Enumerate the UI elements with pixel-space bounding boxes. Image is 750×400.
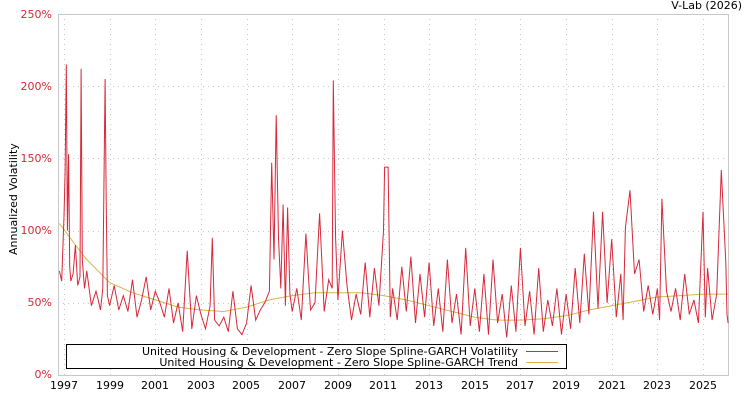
x-tick-label: 1999 <box>96 379 124 392</box>
legend-swatch-volatility <box>526 351 558 352</box>
volatility-line <box>58 64 729 338</box>
legend-label: United Housing & Development - Zero Slop… <box>159 356 518 369</box>
x-tick-label: 2019 <box>552 379 580 392</box>
trend-line <box>58 223 729 321</box>
legend-item-trend: United Housing & Development - Zero Slop… <box>159 357 558 368</box>
x-tick-label: 2023 <box>643 379 671 392</box>
x-tick-label: 2011 <box>369 379 397 392</box>
x-tick-label: 2005 <box>232 379 260 392</box>
y-tick-label: 50% <box>27 296 52 309</box>
x-tick-label: 2025 <box>689 379 717 392</box>
x-tick-label: 2001 <box>141 379 169 392</box>
x-tick-label: 2009 <box>324 379 352 392</box>
y-tick-label: 200% <box>20 80 52 93</box>
x-tick-label: 2017 <box>506 379 534 392</box>
y-tick-label: 150% <box>20 152 52 165</box>
chart-legend: United Housing & Development - Zero Slop… <box>66 344 567 369</box>
grid-lines <box>58 14 728 375</box>
plot-frame <box>58 14 729 376</box>
x-tick-label: 1997 <box>50 379 78 392</box>
y-tick-label: 100% <box>20 224 52 237</box>
legend-item-volatility: United Housing & Development - Zero Slop… <box>142 346 558 357</box>
x-tick-label: 2021 <box>598 379 626 392</box>
chart-credit: V-Lab (2026) <box>671 0 742 12</box>
x-tick-label: 2015 <box>461 379 489 392</box>
x-tick-label: 2013 <box>415 379 443 392</box>
x-tick-label: 2007 <box>278 379 306 392</box>
legend-swatch-trend <box>526 362 558 363</box>
x-tick-label: 2003 <box>187 379 215 392</box>
y-tick-label: 250% <box>20 8 52 21</box>
legend-label: United Housing & Development - Zero Slop… <box>141 345 518 358</box>
y-tick-label: 0% <box>34 368 52 381</box>
